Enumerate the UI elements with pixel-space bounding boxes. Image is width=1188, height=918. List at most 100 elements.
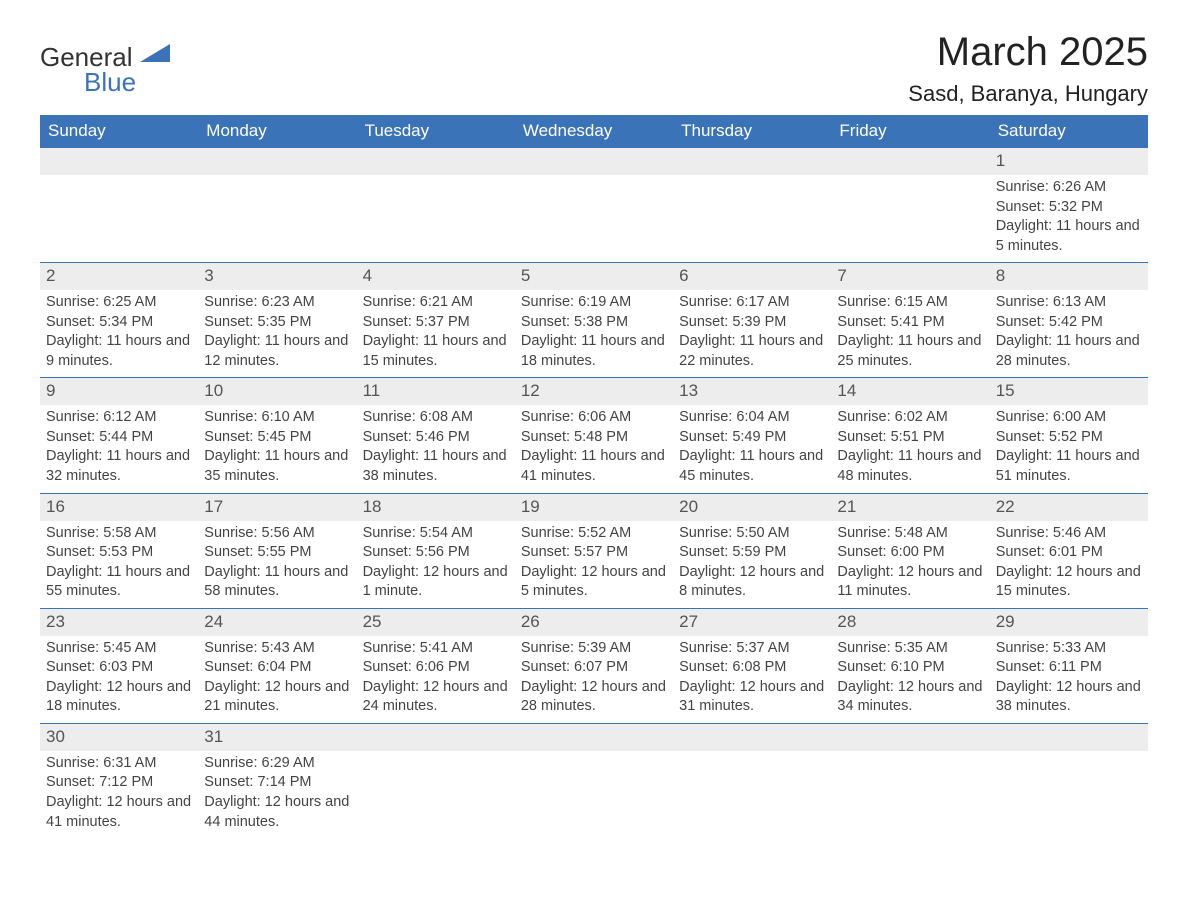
sunset-line: Sunset: 5:44 PM	[46, 428, 192, 448]
day-detail-cell: Sunrise: 5:35 AMSunset: 6:10 PMDaylight:…	[831, 636, 989, 724]
sunset-line: Sunset: 5:53 PM	[46, 543, 192, 563]
day-detail-cell: Sunrise: 5:43 AMSunset: 6:04 PMDaylight:…	[198, 636, 356, 724]
day-detail-row: Sunrise: 6:12 AMSunset: 5:44 PM Daylight:…	[40, 405, 1148, 493]
daylight-line: Daylight: 11 hours and 55 minutes.	[46, 563, 192, 602]
brand-triangle-icon	[140, 42, 174, 73]
day-number-cell: 15	[990, 378, 1148, 405]
sunset-line: Sunset: 5:35 PM	[204, 313, 350, 333]
day-detail-cell: Sunrise: 5:50 AMSunset: 5:59 PMDaylight:…	[673, 521, 831, 609]
day-number-cell: 7	[831, 263, 989, 290]
sunset-line: Sunset: 7:12 PM	[46, 773, 192, 793]
sunset-line: Sunset: 5:39 PM	[679, 313, 825, 333]
day-detail-cell: Sunrise: 6:00 AMSunset: 5:52 PMDaylight:…	[990, 405, 1148, 493]
day-detail-cell: Sunrise: 6:17 AMSunset: 5:39 PMDaylight:…	[673, 290, 831, 378]
day-detail-cell: Sunrise: 5:48 AMSunset: 6:00 PMDaylight:…	[831, 521, 989, 609]
day-number-row: 3031	[40, 723, 1148, 750]
day-number-cell: 8	[990, 263, 1148, 290]
daylight-line: Daylight: 12 hours and 34 minutes.	[837, 678, 983, 717]
day-detail-cell: Sunrise: 5:33 AMSunset: 6:11 PMDaylight:…	[990, 636, 1148, 724]
sunrise-line: Sunrise: 5:56 AM	[204, 524, 350, 544]
day-detail-cell: Sunrise: 6:12 AMSunset: 5:44 PMDaylight:…	[40, 405, 198, 493]
header: General Blue March 2025 Sasd, Baranya, H…	[40, 30, 1148, 107]
day-number-cell: 17	[198, 493, 356, 520]
day-detail-cell: Sunrise: 5:39 AMSunset: 6:07 PMDaylight:…	[515, 636, 673, 724]
day-detail-cell: Sunrise: 6:06 AMSunset: 5:48 PMDaylight:…	[515, 405, 673, 493]
day-number-cell: 6	[673, 263, 831, 290]
brand-text-2: Blue	[84, 67, 136, 98]
daylight-line: Daylight: 11 hours and 51 minutes.	[996, 447, 1142, 486]
sunset-line: Sunset: 5:34 PM	[46, 313, 192, 333]
title-block: March 2025 Sasd, Baranya, Hungary	[908, 30, 1148, 107]
daylight-line: Daylight: 12 hours and 44 minutes.	[204, 793, 350, 832]
day-number-cell	[198, 148, 356, 175]
sunrise-line: Sunrise: 6:12 AM	[46, 408, 192, 428]
sunrise-line: Sunrise: 6:15 AM	[837, 293, 983, 313]
day-number-cell	[357, 723, 515, 750]
day-detail-cell	[40, 175, 198, 263]
sunset-line: Sunset: 6:06 PM	[363, 658, 509, 678]
day-number-cell: 27	[673, 608, 831, 635]
day-number-cell	[515, 148, 673, 175]
day-number-cell	[515, 723, 673, 750]
day-number-cell	[831, 148, 989, 175]
daylight-line: Daylight: 11 hours and 28 minutes.	[996, 332, 1142, 371]
day-number-cell: 31	[198, 723, 356, 750]
sunset-line: Sunset: 6:04 PM	[204, 658, 350, 678]
day-number-cell	[357, 148, 515, 175]
sunset-line: Sunset: 5:46 PM	[363, 428, 509, 448]
day-number-row: 23242526272829	[40, 608, 1148, 635]
brand-logo: General Blue	[40, 42, 174, 98]
daylight-line: Daylight: 11 hours and 58 minutes.	[204, 563, 350, 602]
sunrise-line: Sunrise: 5:35 AM	[837, 639, 983, 659]
sunset-line: Sunset: 5:55 PM	[204, 543, 350, 563]
day-number-cell: 19	[515, 493, 673, 520]
day-number-cell: 1	[990, 148, 1148, 175]
day-detail-cell	[198, 175, 356, 263]
day-number-cell: 23	[40, 608, 198, 635]
sunrise-line: Sunrise: 5:45 AM	[46, 639, 192, 659]
day-number-cell: 20	[673, 493, 831, 520]
sunrise-line: Sunrise: 5:46 AM	[996, 524, 1142, 544]
daylight-line: Daylight: 11 hours and 38 minutes.	[363, 447, 509, 486]
sunrise-line: Sunrise: 5:54 AM	[363, 524, 509, 544]
day-number-cell: 9	[40, 378, 198, 405]
weekday-header: Saturday	[990, 115, 1148, 148]
day-number-cell: 26	[515, 608, 673, 635]
sunset-line: Sunset: 5:52 PM	[996, 428, 1142, 448]
day-number-cell	[990, 723, 1148, 750]
day-detail-cell: Sunrise: 5:45 AMSunset: 6:03 PMDaylight:…	[40, 636, 198, 724]
day-detail-cell: Sunrise: 5:58 AMSunset: 5:53 PMDaylight:…	[40, 521, 198, 609]
daylight-line: Daylight: 11 hours and 45 minutes.	[679, 447, 825, 486]
sunset-line: Sunset: 5:57 PM	[521, 543, 667, 563]
day-detail-cell: Sunrise: 5:41 AMSunset: 6:06 PMDaylight:…	[357, 636, 515, 724]
day-detail-cell	[831, 175, 989, 263]
day-number-row: 2345678	[40, 263, 1148, 290]
sunset-line: Sunset: 5:56 PM	[363, 543, 509, 563]
sunrise-line: Sunrise: 6:08 AM	[363, 408, 509, 428]
sunset-line: Sunset: 5:41 PM	[837, 313, 983, 333]
daylight-line: Daylight: 12 hours and 31 minutes.	[679, 678, 825, 717]
daylight-line: Daylight: 12 hours and 11 minutes.	[837, 563, 983, 602]
day-detail-cell: Sunrise: 6:26 AMSunset: 5:32 PMDaylight:…	[990, 175, 1148, 263]
sunrise-line: Sunrise: 5:43 AM	[204, 639, 350, 659]
sunset-line: Sunset: 7:14 PM	[204, 773, 350, 793]
sunrise-line: Sunrise: 6:19 AM	[521, 293, 667, 313]
day-number-cell: 25	[357, 608, 515, 635]
day-detail-cell	[515, 751, 673, 838]
sunset-line: Sunset: 6:11 PM	[996, 658, 1142, 678]
day-detail-cell: Sunrise: 6:21 AMSunset: 5:37 PMDaylight:…	[357, 290, 515, 378]
sunrise-line: Sunrise: 5:37 AM	[679, 639, 825, 659]
day-detail-cell	[673, 751, 831, 838]
daylight-line: Daylight: 12 hours and 21 minutes.	[204, 678, 350, 717]
sunrise-line: Sunrise: 5:39 AM	[521, 639, 667, 659]
location: Sasd, Baranya, Hungary	[908, 81, 1148, 107]
day-detail-cell: Sunrise: 5:46 AMSunset: 6:01 PMDaylight:…	[990, 521, 1148, 609]
weekday-header: Wednesday	[515, 115, 673, 148]
day-number-cell: 18	[357, 493, 515, 520]
daylight-line: Daylight: 11 hours and 15 minutes.	[363, 332, 509, 371]
day-detail-cell	[357, 751, 515, 838]
sunrise-line: Sunrise: 6:25 AM	[46, 293, 192, 313]
sunset-line: Sunset: 6:03 PM	[46, 658, 192, 678]
day-detail-cell	[673, 175, 831, 263]
day-detail-row: Sunrise: 6:26 AMSunset: 5:32 PMDaylight:…	[40, 175, 1148, 263]
